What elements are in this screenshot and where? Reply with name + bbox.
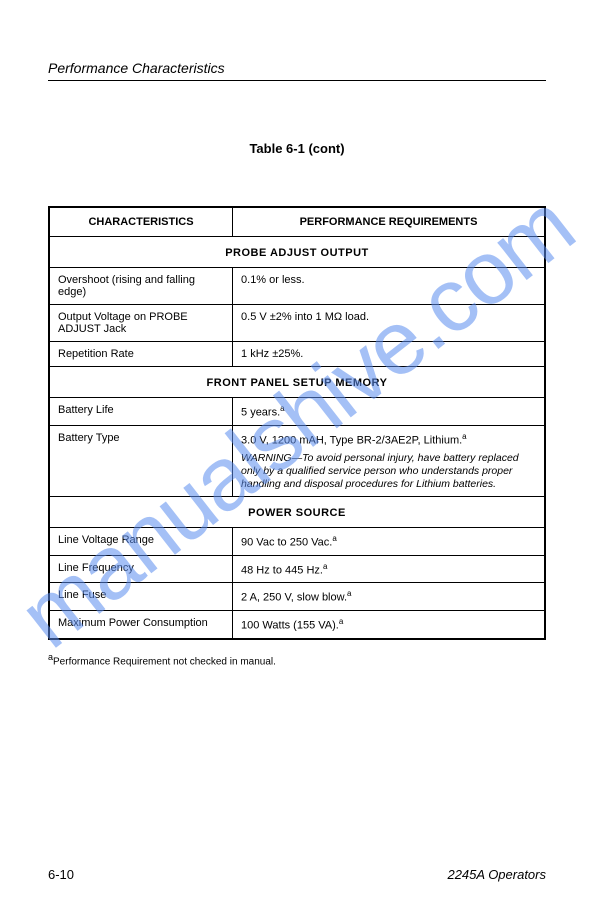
req-cell: 5 years.a — [233, 398, 545, 426]
req-text: 2 A, 250 V, slow blow. — [241, 592, 347, 604]
footnote-marker: a — [462, 432, 466, 441]
section-title-row: PROBE ADJUST OUTPUT — [49, 237, 545, 268]
footnote-marker: a — [280, 404, 284, 413]
char-cell: Overshoot (rising and falling edge) — [49, 268, 233, 305]
char-cell: Battery Type — [49, 425, 233, 496]
req-cell: 2 A, 250 V, slow blow.a — [233, 583, 545, 611]
warning-text: WARNING—To avoid personal injury, have b… — [241, 452, 536, 490]
footnote-marker: a — [323, 562, 327, 571]
doc-title: 2245A Operators — [447, 867, 546, 882]
req-cell: 3.0 V, 1200 mAH, Type BR-2/3AE2P, Lithiu… — [233, 425, 545, 496]
section-title: FRONT PANEL SETUP MEMORY — [49, 367, 545, 398]
req-text: 48 Hz to 445 Hz. — [241, 564, 323, 576]
page-header: Performance Characteristics — [48, 60, 546, 81]
spec-table: CHARACTERISTICS PERFORMANCE REQUIREMENTS… — [48, 206, 546, 640]
req-cell: 0.1% or less. — [233, 268, 545, 305]
char-cell: Line Fuse — [49, 583, 233, 611]
footnote-marker: a — [347, 589, 351, 598]
req-text: 3.0 V, 1200 mAH, Type BR-2/3AE2P, Lithiu… — [241, 434, 462, 446]
req-cell: 48 Hz to 445 Hz.a — [233, 555, 545, 583]
section-title: PROBE ADJUST OUTPUT — [49, 237, 545, 268]
table-row: Battery Life 5 years.a — [49, 398, 545, 426]
table-row: Line Frequency 48 Hz to 445 Hz.a — [49, 555, 545, 583]
footnote: aPerformance Requirement not checked in … — [48, 652, 546, 667]
char-cell: Line Frequency — [49, 555, 233, 583]
req-text: 100 Watts (155 VA). — [241, 620, 339, 632]
table-row: Output Voltage on PROBE ADJUST Jack 0.5 … — [49, 305, 545, 342]
table-row: Line Fuse 2 A, 250 V, slow blow.a — [49, 583, 545, 611]
page-footer: 6-10 2245A Operators — [48, 867, 546, 882]
table-header-row: CHARACTERISTICS PERFORMANCE REQUIREMENTS — [49, 207, 545, 237]
req-cell: 0.5 V ±2% into 1 MΩ load. — [233, 305, 545, 342]
page: manualshive.com Performance Characterist… — [0, 0, 594, 918]
req-text: 5 years. — [241, 407, 280, 419]
table-row: Overshoot (rising and falling edge) 0.1%… — [49, 268, 545, 305]
req-cell: 1 kHz ±25%. — [233, 342, 545, 367]
table-row: Maximum Power Consumption 100 Watts (155… — [49, 611, 545, 639]
char-cell: Output Voltage on PROBE ADJUST Jack — [49, 305, 233, 342]
char-cell: Repetition Rate — [49, 342, 233, 367]
table-row: Repetition Rate 1 kHz ±25%. — [49, 342, 545, 367]
section-title-row: POWER SOURCE — [49, 497, 545, 528]
char-cell: Maximum Power Consumption — [49, 611, 233, 639]
table-caption: Table 6-1 (cont) — [48, 141, 546, 156]
footnote-marker: a — [332, 534, 336, 543]
table-row: Line Voltage Range 90 Vac to 250 Vac.a — [49, 528, 545, 556]
req-text: 90 Vac to 250 Vac. — [241, 537, 332, 549]
req-cell: 100 Watts (155 VA).a — [233, 611, 545, 639]
char-cell: Line Voltage Range — [49, 528, 233, 556]
req-cell: 90 Vac to 250 Vac.a — [233, 528, 545, 556]
section-title: POWER SOURCE — [49, 497, 545, 528]
header-requirements: PERFORMANCE REQUIREMENTS — [233, 207, 545, 237]
footnote-marker: a — [339, 617, 343, 626]
page-number: 6-10 — [48, 867, 74, 882]
header-characteristics: CHARACTERISTICS — [49, 207, 233, 237]
table-row: Battery Type 3.0 V, 1200 mAH, Type BR-2/… — [49, 425, 545, 496]
section-title-row: FRONT PANEL SETUP MEMORY — [49, 367, 545, 398]
footnote-text: Performance Requirement not checked in m… — [53, 656, 276, 667]
char-cell: Battery Life — [49, 398, 233, 426]
